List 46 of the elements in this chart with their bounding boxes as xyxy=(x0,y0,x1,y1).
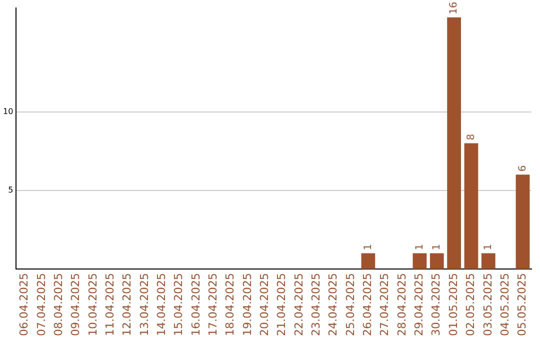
bar xyxy=(481,253,496,270)
data-label: 1 xyxy=(431,244,442,250)
data-label: 6 xyxy=(517,165,528,172)
x-tick-label: 27.04.2025 xyxy=(378,273,392,336)
x-tick-label: 15.04.2025 xyxy=(172,273,186,336)
x-tick-label: 02.05.2025 xyxy=(464,273,478,336)
x-tick-label: 12.04.2025 xyxy=(120,273,134,336)
y-tick-label: 10 xyxy=(2,106,14,116)
x-tick-label: 04.05.2025 xyxy=(498,273,512,336)
x-tick-label: 24.04.2025 xyxy=(326,273,340,336)
data-label: 1 xyxy=(482,244,494,250)
x-tick-label: 10.04.2025 xyxy=(86,273,100,336)
bar xyxy=(361,253,376,270)
x-tick-label: 03.05.2025 xyxy=(481,273,494,336)
data-label: 8 xyxy=(466,134,477,140)
x-tick-label: 09.04.2025 xyxy=(69,273,82,336)
x-tick-label: 28.04.2025 xyxy=(395,273,408,336)
bar xyxy=(464,143,478,270)
data-label: 1 xyxy=(362,244,374,250)
x-tick-label: 17.04.2025 xyxy=(206,273,220,336)
x-tick-label: 21.04.2025 xyxy=(275,273,288,336)
x-tick-label: 18.04.2025 xyxy=(224,273,237,336)
x-tick-label: 19.04.2025 xyxy=(240,273,254,336)
x-tick-label: 07.04.2025 xyxy=(34,273,48,336)
x-tick-label: 14.04.2025 xyxy=(154,273,168,336)
data-label: 1 xyxy=(414,244,426,250)
x-tick-label: 30.04.2025 xyxy=(430,273,443,336)
x-tick-label: 20.04.2025 xyxy=(258,273,272,336)
x-tick-label: 06.04.2025 xyxy=(18,273,31,336)
bar xyxy=(516,174,530,270)
x-tick-label: 22.04.2025 xyxy=(292,273,306,336)
bar xyxy=(412,253,427,270)
x-tick-label: 29.04.2025 xyxy=(412,273,426,336)
bar xyxy=(447,17,461,270)
x-tick-label: 16.04.2025 xyxy=(189,273,202,336)
y-tick-label: 5 xyxy=(8,185,14,194)
x-tick-label: 25.04.2025 xyxy=(344,273,357,336)
x-tick-label: 01.05.2025 xyxy=(446,273,460,336)
x-tick-label: 05.05.2025 xyxy=(516,273,529,336)
x-tick-label: 23.04.2025 xyxy=(310,273,323,336)
bar xyxy=(430,253,444,270)
x-tick-label: 26.04.2025 xyxy=(361,273,374,336)
x-tick-label: 08.04.2025 xyxy=(52,273,65,336)
data-label: 16 xyxy=(448,2,460,14)
x-tick-label: 13.04.2025 xyxy=(138,273,151,336)
x-tick-label: 11.04.2025 xyxy=(103,273,116,336)
